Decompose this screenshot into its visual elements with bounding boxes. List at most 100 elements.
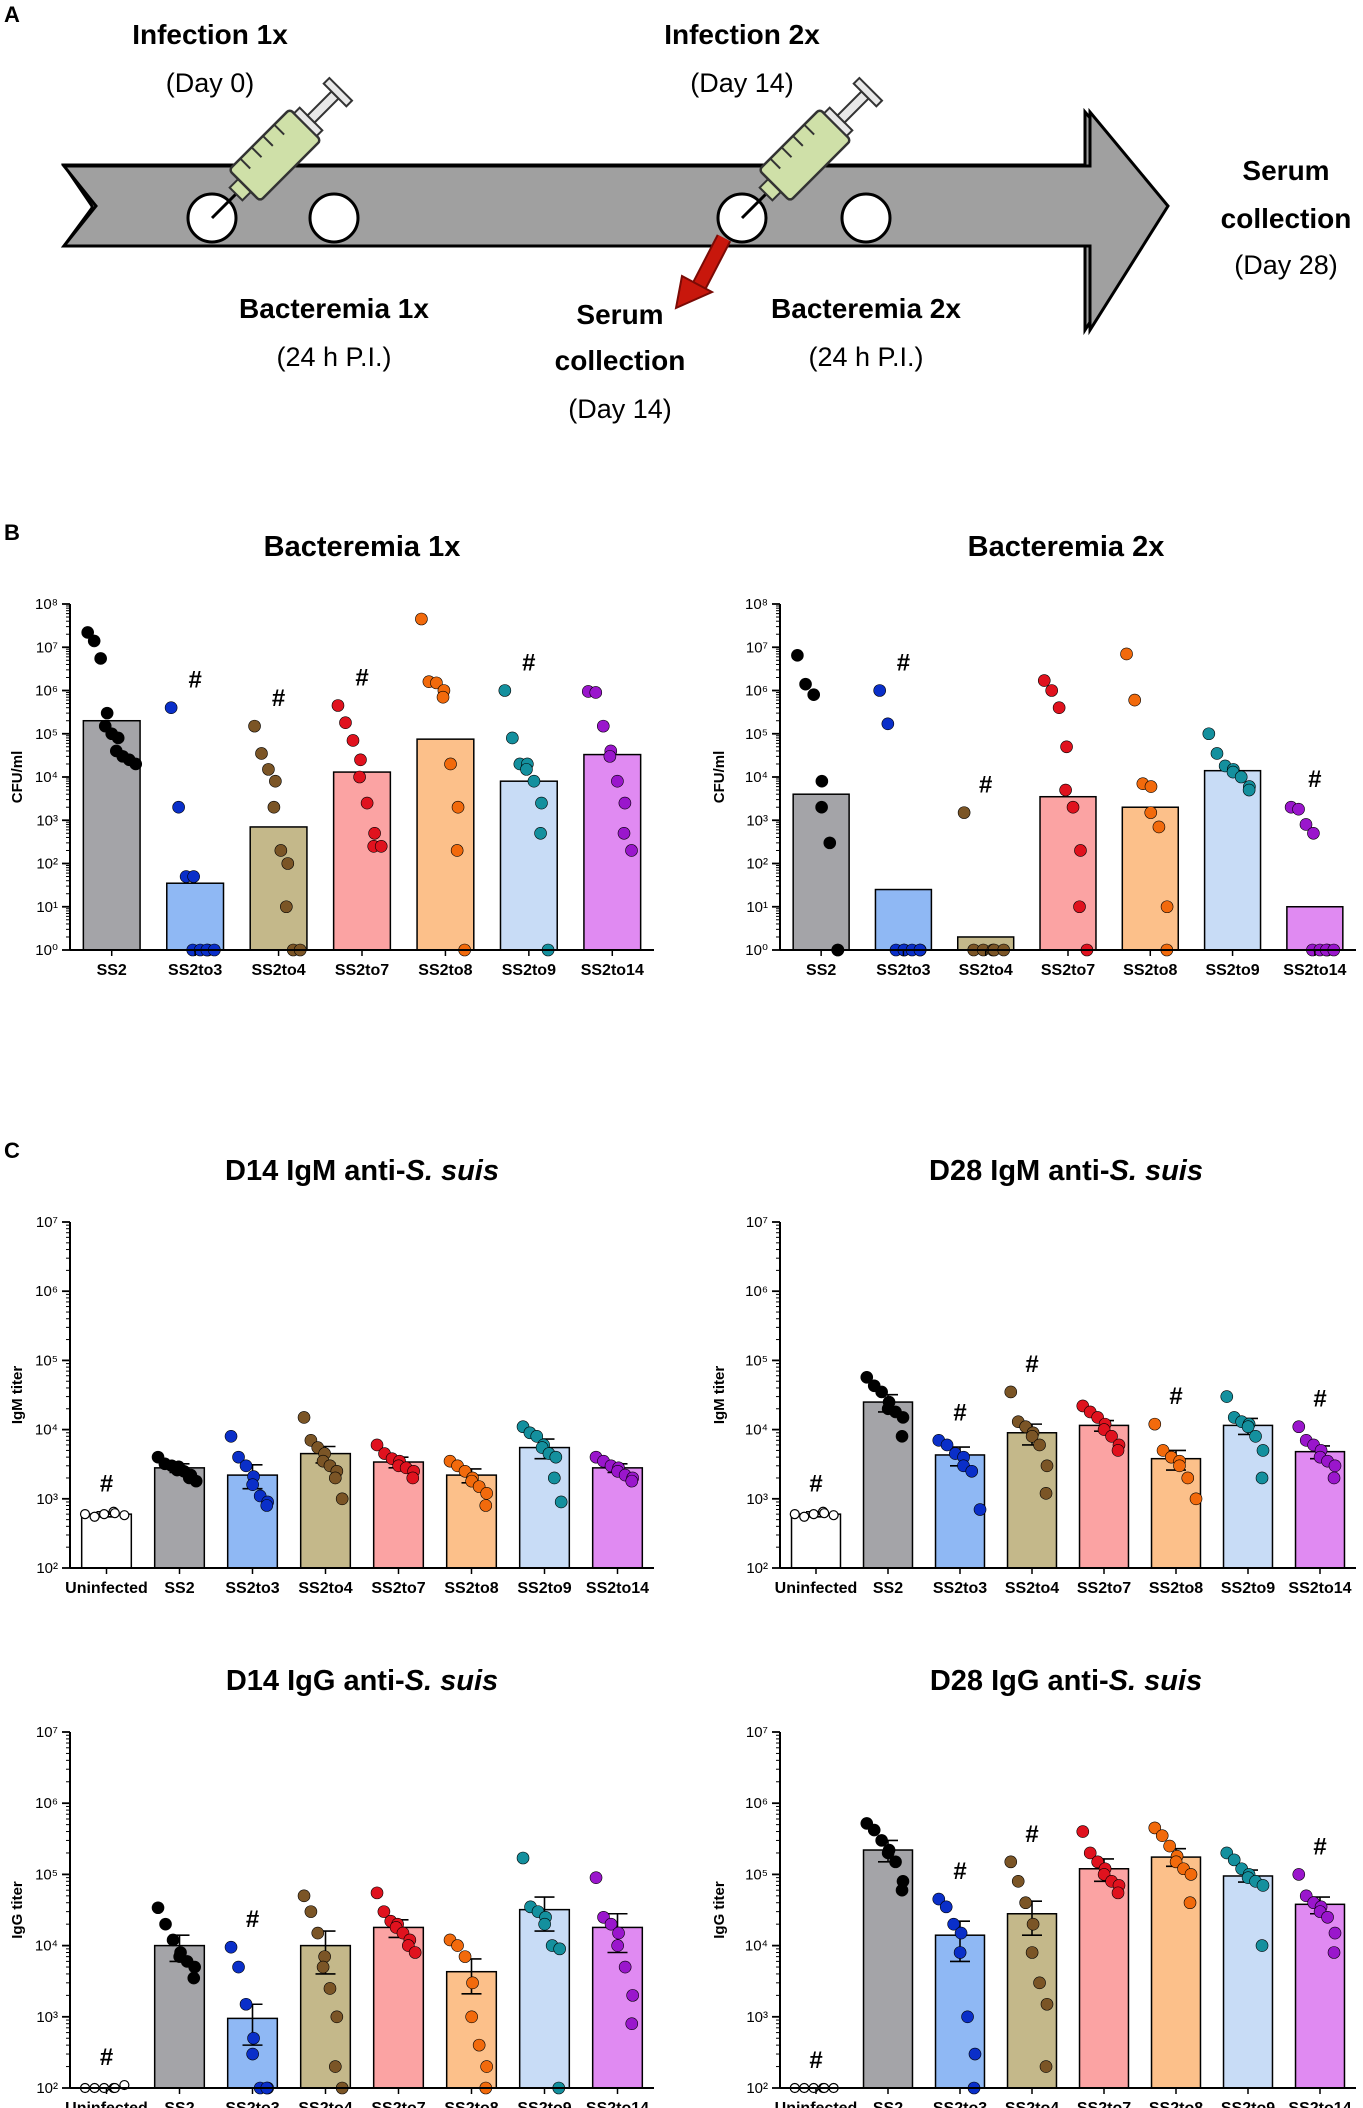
data-point xyxy=(100,706,114,720)
bar-ss2to7 xyxy=(1039,795,1097,951)
data-point xyxy=(1033,1438,1046,1452)
panel-label-b: B xyxy=(4,520,20,545)
data-point xyxy=(1148,1417,1162,1431)
data-point xyxy=(479,1499,493,1512)
data-point xyxy=(604,1917,618,1931)
data-point xyxy=(360,796,374,810)
data-point xyxy=(79,1509,91,1520)
data-point xyxy=(267,800,281,814)
data-point xyxy=(875,1834,888,1847)
significance-mark: # xyxy=(953,1858,966,1885)
y-tick-label: 10⁶ xyxy=(35,683,58,700)
data-point xyxy=(465,2010,478,2024)
data-point xyxy=(1025,1946,1039,1959)
chart-title: D28 IgM anti-S. suis xyxy=(929,1155,1203,1187)
chart-title-italic: S. suis xyxy=(405,1665,499,1697)
infection2-day: (Day 14) xyxy=(690,68,794,98)
data-point xyxy=(896,1411,910,1424)
data-point xyxy=(224,1940,238,1954)
data-point xyxy=(1111,1444,1125,1457)
data-point xyxy=(498,684,512,697)
bar-ss2to3 xyxy=(166,882,225,951)
data-point xyxy=(1292,1868,1306,1881)
data-point xyxy=(188,1960,201,1974)
data-point xyxy=(1255,1939,1269,1952)
data-point xyxy=(1163,1839,1176,1853)
chart-title-italic: S. suis xyxy=(1109,1665,1203,1697)
x-tick-label: SS2to8 xyxy=(1149,2100,1203,2108)
data-point xyxy=(166,1933,180,1947)
data-point xyxy=(339,716,352,730)
data-point xyxy=(280,900,293,914)
data-point xyxy=(1202,727,1216,741)
significance-mark: # xyxy=(522,650,535,677)
y-tick-label: 10⁰ xyxy=(745,942,768,959)
significance-mark: # xyxy=(979,772,992,799)
data-point xyxy=(1242,783,1256,797)
x-tick-label: SS2to14 xyxy=(1283,962,1346,979)
x-tick-label: SS2to14 xyxy=(1288,1580,1351,1597)
data-point xyxy=(1307,826,1320,840)
data-point xyxy=(172,800,185,814)
data-point xyxy=(1183,1896,1197,1910)
data-point xyxy=(331,699,345,712)
data-point xyxy=(815,800,828,814)
x-tick-label: SS2to3 xyxy=(225,1580,279,1597)
x-tick-label: SS2to4 xyxy=(251,962,305,979)
data-point xyxy=(187,870,200,883)
y-tick-label: 10³ xyxy=(36,1491,58,1508)
data-point xyxy=(953,1946,967,1959)
data-point xyxy=(1040,1997,1054,2011)
y-tick-label: 10⁷ xyxy=(36,1724,58,1741)
x-tick-label: SS2to4 xyxy=(959,962,1013,979)
data-point xyxy=(255,747,268,760)
data-point xyxy=(1040,1459,1054,1473)
chart-title: Bacteremia 1x xyxy=(264,531,461,563)
significance-mark: # xyxy=(1025,1351,1038,1378)
data-point xyxy=(618,796,632,810)
timepoint-circle-bacteremia1 xyxy=(308,192,360,244)
data-point xyxy=(1076,1825,1090,1838)
y-tick-label: 10⁶ xyxy=(35,1283,58,1300)
x-tick-label: SS2to4 xyxy=(298,2100,352,2108)
data-point xyxy=(458,1950,472,1963)
data-point xyxy=(828,1510,839,1521)
x-tick-label: Uninfected xyxy=(775,2100,858,2108)
y-axis-label: CFU/ml xyxy=(9,751,26,804)
y-tick-label: 10⁷ xyxy=(746,1724,768,1741)
bar-ss2to14 xyxy=(1286,906,1344,951)
data-point xyxy=(1128,693,1141,707)
chart-title-main: D28 IgG anti- xyxy=(930,1665,1109,1697)
data-point xyxy=(807,688,821,701)
data-point xyxy=(451,800,465,814)
data-point xyxy=(1060,740,1073,754)
chart-title-main: Bacteremia 1x xyxy=(264,531,461,563)
data-point xyxy=(1004,1385,1018,1399)
data-point xyxy=(368,826,381,840)
data-point xyxy=(625,2017,639,2030)
data-point xyxy=(1073,900,1086,914)
data-point xyxy=(1144,806,1158,819)
significance-mark: # xyxy=(100,1471,113,1498)
x-tick-label: SS2to14 xyxy=(581,962,644,979)
serum-collection-arrow-icon xyxy=(674,234,732,310)
bar-ss2to9 xyxy=(1203,769,1262,951)
x-tick-label: SS2to8 xyxy=(1123,962,1177,979)
data-point xyxy=(111,731,125,745)
data-point xyxy=(1327,1946,1341,1959)
data-point xyxy=(1328,1459,1342,1473)
y-tick-label: 10⁵ xyxy=(745,1352,768,1369)
y-tick-label: 10⁷ xyxy=(36,1214,58,1231)
x-tick-label: SS2to8 xyxy=(1149,1580,1203,1597)
data-point xyxy=(1045,684,1058,697)
data-point xyxy=(625,844,638,857)
data-point xyxy=(472,2038,486,2052)
data-point xyxy=(370,1438,384,1452)
data-point xyxy=(329,2060,342,2073)
data-point xyxy=(408,1946,422,1959)
y-tick-label: 10² xyxy=(36,856,58,873)
x-tick-label: SS2to8 xyxy=(444,1580,498,1597)
data-point xyxy=(1156,1444,1170,1457)
bar-ss2to8 xyxy=(1150,1856,1202,2089)
data-point xyxy=(297,1889,311,1903)
